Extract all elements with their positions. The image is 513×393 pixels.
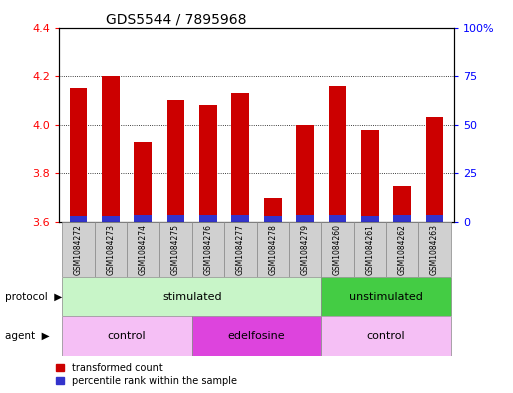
Bar xyxy=(328,86,346,222)
Bar xyxy=(289,222,321,277)
Bar xyxy=(62,316,192,356)
Bar xyxy=(160,222,192,277)
Bar xyxy=(328,215,346,222)
Text: GSM1084261: GSM1084261 xyxy=(365,224,374,275)
Text: GSM1084279: GSM1084279 xyxy=(301,224,309,275)
Bar xyxy=(167,101,185,222)
Text: GSM1084263: GSM1084263 xyxy=(430,224,439,275)
Bar xyxy=(426,215,443,222)
Bar xyxy=(296,215,314,222)
Bar xyxy=(321,277,451,316)
Bar xyxy=(386,222,419,277)
Text: GSM1084273: GSM1084273 xyxy=(106,224,115,275)
Bar xyxy=(256,222,289,277)
Bar xyxy=(426,118,443,222)
Bar xyxy=(127,222,160,277)
Bar xyxy=(321,222,353,277)
Text: agent  ▶: agent ▶ xyxy=(5,331,50,341)
Bar xyxy=(224,222,256,277)
Text: GSM1084260: GSM1084260 xyxy=(333,224,342,275)
Text: control: control xyxy=(367,331,405,341)
Bar xyxy=(264,198,282,222)
Bar xyxy=(192,316,321,356)
Bar xyxy=(94,222,127,277)
Bar xyxy=(393,185,411,222)
Text: edelfosine: edelfosine xyxy=(228,331,285,341)
Text: control: control xyxy=(108,331,146,341)
Bar xyxy=(102,216,120,222)
Text: GSM1084272: GSM1084272 xyxy=(74,224,83,275)
Text: GSM1084277: GSM1084277 xyxy=(236,224,245,275)
Legend: transformed count, percentile rank within the sample: transformed count, percentile rank withi… xyxy=(56,363,236,386)
Bar xyxy=(393,215,411,222)
Bar xyxy=(167,215,185,222)
Bar xyxy=(231,93,249,222)
Bar xyxy=(419,222,451,277)
Bar xyxy=(264,216,282,222)
Text: GDS5544 / 7895968: GDS5544 / 7895968 xyxy=(106,12,247,26)
Bar xyxy=(199,215,217,222)
Bar xyxy=(361,216,379,222)
Bar xyxy=(134,142,152,222)
Bar xyxy=(361,130,379,222)
Bar xyxy=(353,222,386,277)
Bar xyxy=(134,215,152,222)
Bar xyxy=(62,277,321,316)
Text: GSM1084262: GSM1084262 xyxy=(398,224,407,275)
Bar xyxy=(296,125,314,222)
Bar xyxy=(70,216,87,222)
Text: protocol  ▶: protocol ▶ xyxy=(5,292,63,302)
Bar xyxy=(192,222,224,277)
Bar xyxy=(321,316,451,356)
Text: stimulated: stimulated xyxy=(162,292,222,302)
Bar xyxy=(70,88,87,222)
Bar xyxy=(102,76,120,222)
Bar xyxy=(62,222,94,277)
Text: GSM1084278: GSM1084278 xyxy=(268,224,277,275)
Bar xyxy=(231,215,249,222)
Text: GSM1084274: GSM1084274 xyxy=(139,224,148,275)
Bar xyxy=(199,105,217,222)
Text: unstimulated: unstimulated xyxy=(349,292,423,302)
Text: GSM1084275: GSM1084275 xyxy=(171,224,180,275)
Text: GSM1084276: GSM1084276 xyxy=(204,224,212,275)
